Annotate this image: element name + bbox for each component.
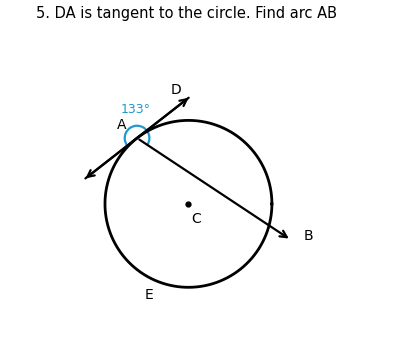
Text: A: A xyxy=(117,118,126,132)
Text: D: D xyxy=(170,83,181,98)
Text: E: E xyxy=(145,288,154,302)
Text: 5. DA is tangent to the circle. Find arc AB: 5. DA is tangent to the circle. Find arc… xyxy=(36,6,337,21)
Text: B: B xyxy=(303,229,313,243)
Text: 133°: 133° xyxy=(121,103,151,116)
Text: C: C xyxy=(191,212,201,226)
